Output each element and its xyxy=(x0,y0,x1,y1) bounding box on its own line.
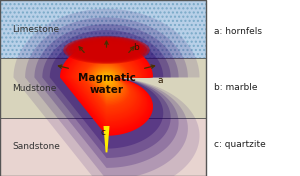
Ellipse shape xyxy=(69,38,144,62)
Polygon shape xyxy=(102,74,111,83)
Polygon shape xyxy=(88,64,124,100)
Ellipse shape xyxy=(93,46,120,54)
Polygon shape xyxy=(86,62,127,103)
Ellipse shape xyxy=(91,45,122,55)
Polygon shape xyxy=(95,69,118,92)
Ellipse shape xyxy=(99,48,114,52)
Polygon shape xyxy=(50,36,163,149)
Text: Limestone: Limestone xyxy=(12,24,59,34)
Polygon shape xyxy=(85,62,128,104)
Polygon shape xyxy=(63,46,150,131)
Bar xyxy=(0,118,206,176)
Polygon shape xyxy=(25,17,188,176)
Ellipse shape xyxy=(96,47,117,53)
Polygon shape xyxy=(60,43,153,136)
Polygon shape xyxy=(67,48,146,127)
Ellipse shape xyxy=(77,40,136,59)
Polygon shape xyxy=(90,65,123,99)
Text: c: c xyxy=(101,128,106,137)
Text: c: quartzite: c: quartzite xyxy=(214,140,266,149)
Polygon shape xyxy=(75,54,138,117)
Polygon shape xyxy=(76,55,137,116)
Ellipse shape xyxy=(71,39,142,61)
Ellipse shape xyxy=(66,37,147,63)
Polygon shape xyxy=(77,56,136,114)
Polygon shape xyxy=(106,77,107,79)
Polygon shape xyxy=(62,45,151,133)
Polygon shape xyxy=(80,57,134,111)
Bar xyxy=(0,58,206,118)
Polygon shape xyxy=(99,72,114,87)
Polygon shape xyxy=(69,50,144,124)
Text: a: hornfels: a: hornfels xyxy=(214,27,262,36)
Ellipse shape xyxy=(80,41,134,59)
Bar xyxy=(0,0,206,176)
Polygon shape xyxy=(94,68,119,93)
Polygon shape xyxy=(83,60,130,107)
Polygon shape xyxy=(82,59,131,109)
Polygon shape xyxy=(80,58,133,110)
Ellipse shape xyxy=(82,42,130,58)
Text: b: b xyxy=(134,43,140,52)
Text: Sandstone: Sandstone xyxy=(12,142,60,152)
Polygon shape xyxy=(98,71,116,89)
Bar xyxy=(0,0,206,58)
Polygon shape xyxy=(64,46,148,130)
Polygon shape xyxy=(73,52,140,120)
Ellipse shape xyxy=(101,48,112,52)
Polygon shape xyxy=(103,126,109,152)
Text: a: a xyxy=(158,76,163,86)
Ellipse shape xyxy=(85,43,128,57)
Polygon shape xyxy=(103,75,110,81)
Ellipse shape xyxy=(104,49,109,51)
Polygon shape xyxy=(91,66,122,97)
Polygon shape xyxy=(68,49,145,126)
Polygon shape xyxy=(78,56,135,113)
Ellipse shape xyxy=(88,44,125,56)
Polygon shape xyxy=(97,70,116,90)
Bar xyxy=(0,0,206,58)
Polygon shape xyxy=(92,67,121,96)
Ellipse shape xyxy=(74,40,139,60)
Polygon shape xyxy=(14,9,200,176)
Polygon shape xyxy=(71,52,142,121)
Polygon shape xyxy=(104,76,109,80)
Text: b: marble: b: marble xyxy=(214,83,258,93)
Polygon shape xyxy=(93,68,120,94)
Text: Magmatic
water: Magmatic water xyxy=(78,73,135,95)
Polygon shape xyxy=(101,73,112,84)
Polygon shape xyxy=(66,47,147,129)
Polygon shape xyxy=(87,63,126,102)
Polygon shape xyxy=(34,24,178,168)
Text: Mudstone: Mudstone xyxy=(12,83,56,93)
Polygon shape xyxy=(70,51,143,123)
Ellipse shape xyxy=(63,36,150,64)
Polygon shape xyxy=(84,61,129,106)
Polygon shape xyxy=(74,53,139,119)
Polygon shape xyxy=(100,73,113,86)
Polygon shape xyxy=(42,30,171,158)
Polygon shape xyxy=(61,44,152,134)
